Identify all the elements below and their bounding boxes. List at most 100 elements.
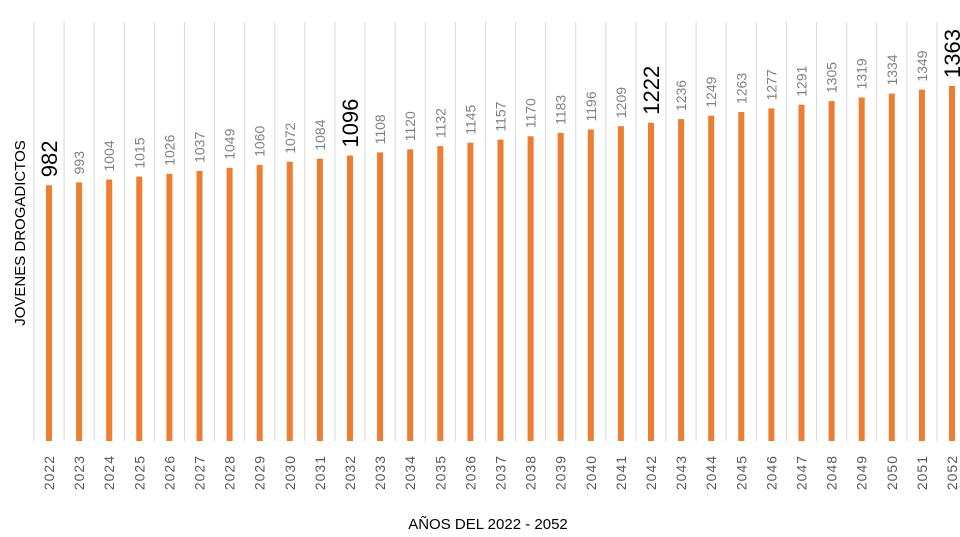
data-label-2031: 1084 [312, 119, 328, 150]
data-label-2033: 1108 [372, 114, 388, 144]
data-label-2022: 982 [37, 141, 62, 178]
bar-2026 [166, 173, 173, 441]
bar-2041 [617, 126, 624, 442]
data-label-2030: 1072 [282, 122, 298, 153]
data-label-2034: 1120 [402, 111, 418, 141]
bar-2040 [587, 129, 594, 441]
bar-2038 [527, 136, 534, 441]
bars [46, 86, 955, 442]
x-tick-2033: 2033 [372, 455, 388, 490]
bar-2035 [437, 146, 444, 441]
bar-2028 [226, 167, 233, 441]
bar-2050 [888, 93, 895, 441]
x-tick-labels: 2022 2023 2024 2025 2026 2027 2028 2029 2030 2031… [41, 455, 960, 490]
x-tick-2039: 2039 [553, 455, 569, 490]
x-tick-2036: 2036 [462, 455, 478, 490]
x-tick-2032: 2032 [342, 455, 358, 490]
bar-2047 [798, 104, 805, 442]
x-tick-2042: 2042 [643, 455, 659, 490]
x-tick-2048: 2048 [824, 455, 840, 490]
bar-2052 [949, 86, 955, 441]
bar-2031 [316, 158, 323, 441]
data-label-2048: 1305 [824, 62, 840, 93]
data-label-2047: 1291 [794, 65, 810, 96]
x-tick-2043: 2043 [673, 455, 689, 490]
bar-2043 [678, 119, 685, 442]
data-label-2023: 993 [71, 151, 87, 175]
data-label-2040: 1196 [583, 91, 599, 121]
data-label-2027: 1037 [192, 132, 208, 163]
x-tick-2052: 2052 [944, 455, 960, 490]
x-tick-2038: 2038 [523, 455, 539, 490]
gridlines [33, 22, 938, 441]
bar-2048 [828, 101, 835, 441]
x-axis-label: AÑOS DEL 2022 - 2052 [408, 516, 568, 533]
x-tick-2045: 2045 [733, 455, 749, 490]
x-tick-2031: 2031 [312, 455, 328, 490]
x-tick-2037: 2037 [493, 455, 509, 490]
data-label-2035: 1132 [432, 108, 448, 138]
data-labels: 982 993 1004 1015 1026 1037 1049 1060 1072 1084 10… [37, 29, 960, 177]
bar-2027 [196, 170, 203, 441]
bar-2045 [738, 112, 745, 442]
data-label-2036: 1145 [462, 104, 478, 134]
x-tick-2047: 2047 [794, 455, 810, 490]
data-label-2043: 1236 [673, 80, 689, 111]
data-label-2051: 1349 [914, 50, 930, 81]
data-label-2026: 1026 [161, 134, 177, 165]
x-tick-2035: 2035 [432, 455, 448, 490]
bar-2024 [106, 179, 113, 441]
x-tick-2044: 2044 [703, 455, 719, 490]
bar-2049 [858, 97, 865, 441]
bar-2039 [557, 132, 564, 441]
data-label-2049: 1319 [854, 58, 870, 89]
data-label-2050: 1334 [884, 54, 900, 85]
bar-2033 [377, 152, 384, 441]
bar-2030 [286, 161, 293, 442]
x-tick-2041: 2041 [613, 455, 629, 490]
bar-2025 [136, 176, 143, 441]
bar-2023 [76, 182, 83, 442]
x-tick-2027: 2027 [192, 455, 208, 490]
data-label-2044: 1249 [703, 76, 719, 107]
x-tick-2046: 2046 [763, 455, 779, 490]
data-label-2038: 1170 [523, 98, 539, 128]
bar-2029 [256, 164, 263, 441]
data-label-2028: 1049 [222, 128, 238, 159]
bar-2032 [347, 155, 353, 442]
bar-2022 [46, 185, 52, 441]
data-label-2046: 1277 [763, 69, 779, 100]
data-label-2039: 1183 [553, 95, 569, 125]
data-label-2024: 1004 [101, 140, 117, 171]
bar-2044 [708, 115, 715, 441]
x-tick-2040: 2040 [583, 455, 599, 490]
x-tick-2029: 2029 [252, 455, 268, 490]
x-tick-2049: 2049 [854, 455, 870, 490]
bar-2037 [497, 139, 504, 442]
x-tick-2024: 2024 [101, 455, 117, 490]
data-label-2042: 1222 [639, 66, 664, 115]
data-label-2052: 1363 [940, 29, 960, 78]
data-label-2041: 1209 [613, 87, 629, 118]
x-tick-2026: 2026 [161, 455, 177, 490]
data-label-2025: 1015 [131, 137, 147, 168]
x-tick-2034: 2034 [402, 455, 418, 490]
x-tick-2025: 2025 [131, 455, 147, 490]
x-tick-2022: 2022 [41, 455, 57, 490]
bar-2042 [648, 122, 654, 442]
bar-2046 [768, 108, 775, 442]
x-tick-2051: 2051 [914, 455, 930, 490]
y-axis-label: JOVENES DROGADICTOS [12, 140, 29, 326]
data-label-2037: 1157 [493, 101, 509, 131]
data-label-2029: 1060 [252, 126, 268, 157]
x-tick-2028: 2028 [222, 455, 238, 490]
bar-2036 [467, 142, 474, 441]
bar-2034 [407, 149, 414, 442]
x-tick-2050: 2050 [884, 455, 900, 490]
bar-2051 [918, 89, 925, 442]
data-label-2045: 1263 [733, 73, 749, 104]
data-label-2032: 1096 [338, 99, 363, 148]
x-tick-2023: 2023 [71, 455, 87, 490]
